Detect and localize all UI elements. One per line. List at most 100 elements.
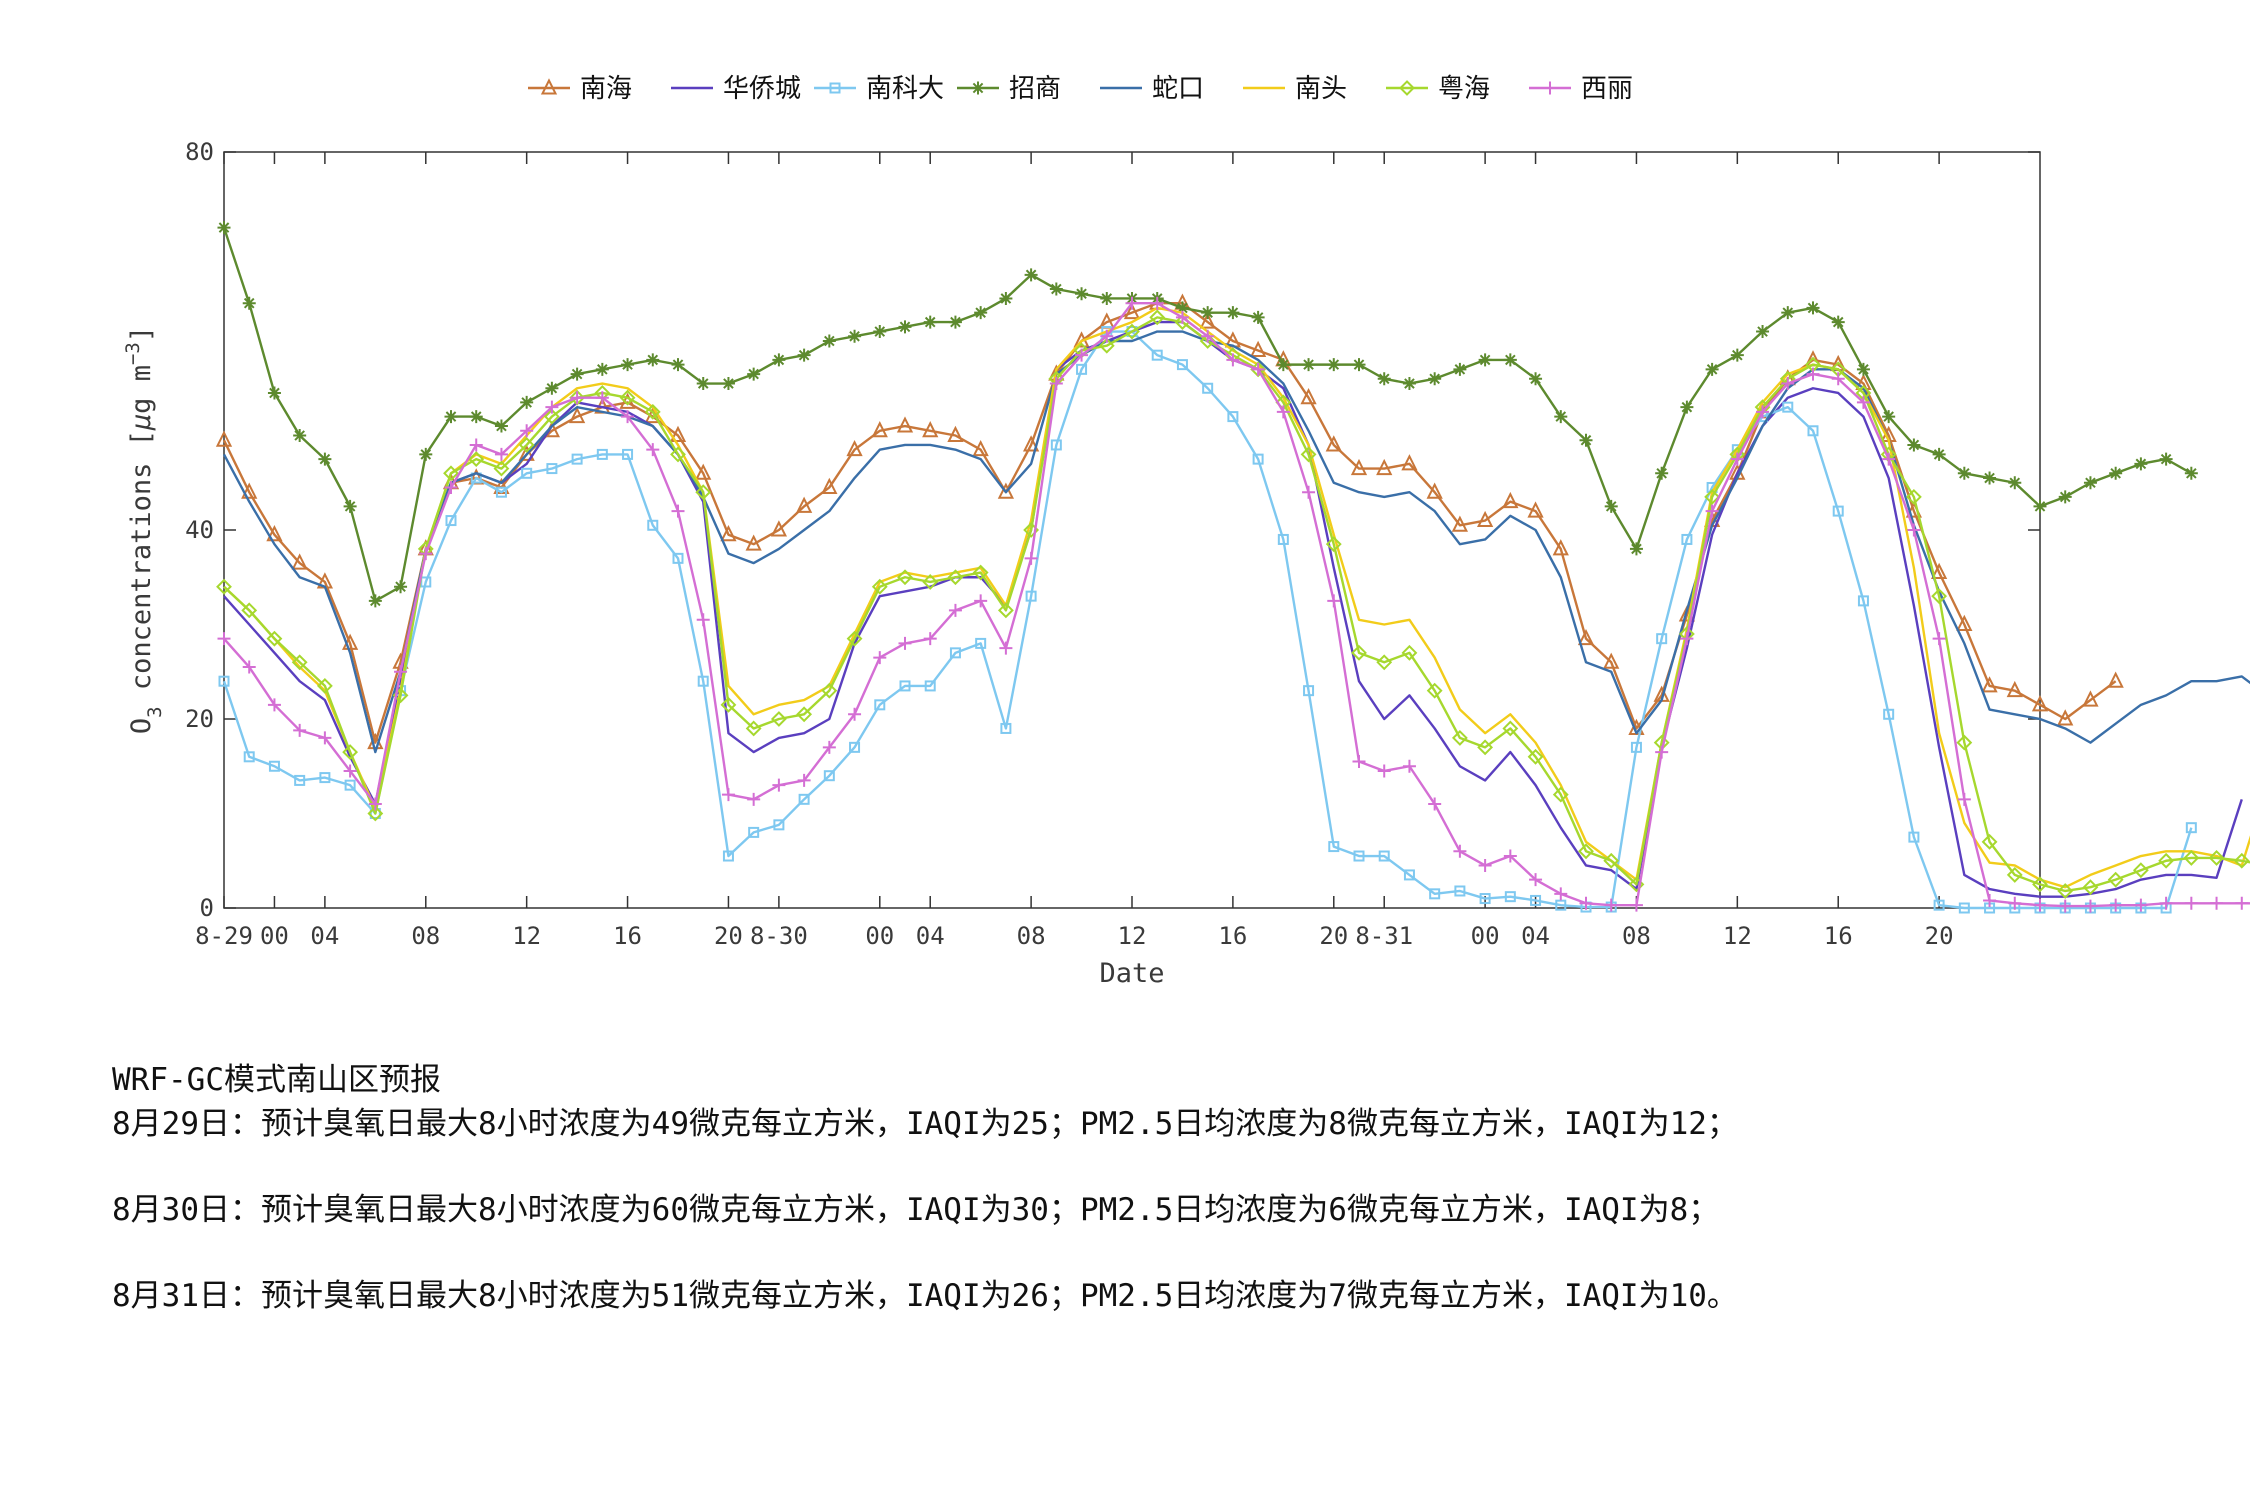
- data-point: [318, 452, 332, 466]
- data-point: [518, 437, 535, 453]
- legend-entry: 蛇口: [1100, 74, 1204, 104]
- data-point: [1376, 458, 1393, 476]
- data-point: [444, 480, 458, 494]
- data-point: [922, 574, 939, 590]
- data-point: [2184, 466, 2198, 480]
- data-point: [2109, 466, 2123, 480]
- legend-label: 南海: [580, 74, 632, 104]
- data-point: [293, 429, 307, 442]
- data-point: [1831, 315, 1845, 329]
- data-point: [1781, 306, 1795, 320]
- data-point: [1351, 644, 1367, 661]
- data-point: [646, 443, 660, 457]
- data-point: [2083, 476, 2097, 490]
- data-point: [747, 367, 761, 381]
- data-point: [343, 499, 357, 513]
- data-point: [394, 665, 408, 679]
- data-point: [444, 410, 458, 424]
- data-point: [291, 553, 308, 570]
- data-point: [1806, 301, 1820, 315]
- data-point: [999, 641, 1013, 655]
- data-point: [924, 680, 936, 692]
- data-point: [997, 482, 1015, 499]
- data-point: [1957, 792, 1971, 806]
- data-point: [823, 770, 835, 782]
- data-point: [1931, 588, 1948, 605]
- data-point: [1352, 358, 1366, 372]
- data-point: [243, 751, 255, 763]
- data-point: [241, 482, 258, 499]
- data-point: [218, 675, 230, 687]
- data-point: [2210, 896, 2224, 910]
- data-point: [268, 760, 280, 772]
- legend-marker: [829, 82, 841, 94]
- data-point: [2159, 452, 2173, 466]
- data-point: [1730, 348, 1744, 362]
- data-point: [1300, 446, 1317, 463]
- data-point: [494, 419, 508, 433]
- data-point: [394, 580, 408, 594]
- legend-label: 蛇口: [1152, 74, 1204, 104]
- data-point: [2006, 680, 2023, 698]
- series-line: [222, 227, 2192, 603]
- data-point: [1049, 282, 1063, 296]
- data-point: [974, 594, 988, 608]
- data-point: [2233, 852, 2250, 869]
- legend-entry: 招商: [957, 74, 1061, 104]
- x-axis-label: Date: [1099, 958, 1164, 989]
- data-point: [1302, 358, 1316, 372]
- data-point: [2033, 499, 2047, 513]
- data-point: [1276, 358, 1290, 372]
- data-point: [1555, 899, 1567, 911]
- data-point: [1629, 542, 1643, 556]
- legend-entry: 南科大: [814, 74, 944, 104]
- data-point: [571, 453, 583, 465]
- data-point: [1076, 363, 1088, 375]
- data-point: [1476, 510, 1494, 528]
- y-tick-label: 40: [185, 516, 214, 544]
- data-point: [1150, 296, 1164, 310]
- data-point: [999, 291, 1013, 305]
- data-point: [896, 416, 914, 433]
- data-point: [1022, 435, 1040, 452]
- data-point: [1453, 844, 1467, 858]
- data-point: [1098, 337, 1115, 354]
- data-point: [997, 602, 1014, 619]
- data-point: [367, 805, 384, 822]
- data-point: [267, 386, 281, 400]
- data-point: [2006, 867, 2023, 883]
- data-point: [1957, 466, 1971, 480]
- data-point: [1604, 499, 1618, 513]
- data-point: [1552, 786, 1569, 803]
- data-point: [2134, 898, 2148, 912]
- data-point: [1453, 362, 1467, 376]
- data-point: [974, 306, 988, 320]
- data-point: [772, 778, 786, 792]
- data-point: [1908, 831, 1920, 843]
- data-point: [1655, 466, 1669, 480]
- data-point: [2008, 476, 2022, 490]
- data-point: [266, 630, 283, 647]
- data-point: [1905, 489, 1922, 505]
- x-tick-label: 04: [1521, 922, 1550, 950]
- data-point: [242, 660, 256, 674]
- data-point: [695, 463, 712, 480]
- series-8: [217, 296, 2250, 913]
- forecast-line-8-29: 8月29日：预计臭氧日最大8小时浓度为49微克每立方米，IAQI为25；PM2.…: [112, 1106, 1738, 1142]
- x-tick-label: 08: [1017, 922, 1046, 950]
- legend-label: 南头: [1295, 74, 1347, 104]
- y-axis-label: O3 concentrations [μg m−3]: [122, 326, 166, 734]
- data-point: [1151, 349, 1163, 361]
- data-point: [621, 410, 635, 424]
- series-line: [222, 330, 2193, 910]
- legend-entry: 粤海: [1386, 74, 1490, 104]
- data-point: [1629, 898, 1643, 912]
- x-tick-label: 12: [512, 922, 541, 950]
- x-tick-label: 16: [1824, 922, 1853, 950]
- data-point: [319, 772, 331, 784]
- data-point: [545, 381, 559, 395]
- data-point: [1930, 562, 1948, 580]
- data-point: [696, 377, 710, 391]
- data-point: [948, 315, 962, 329]
- data-point: [1933, 899, 1945, 911]
